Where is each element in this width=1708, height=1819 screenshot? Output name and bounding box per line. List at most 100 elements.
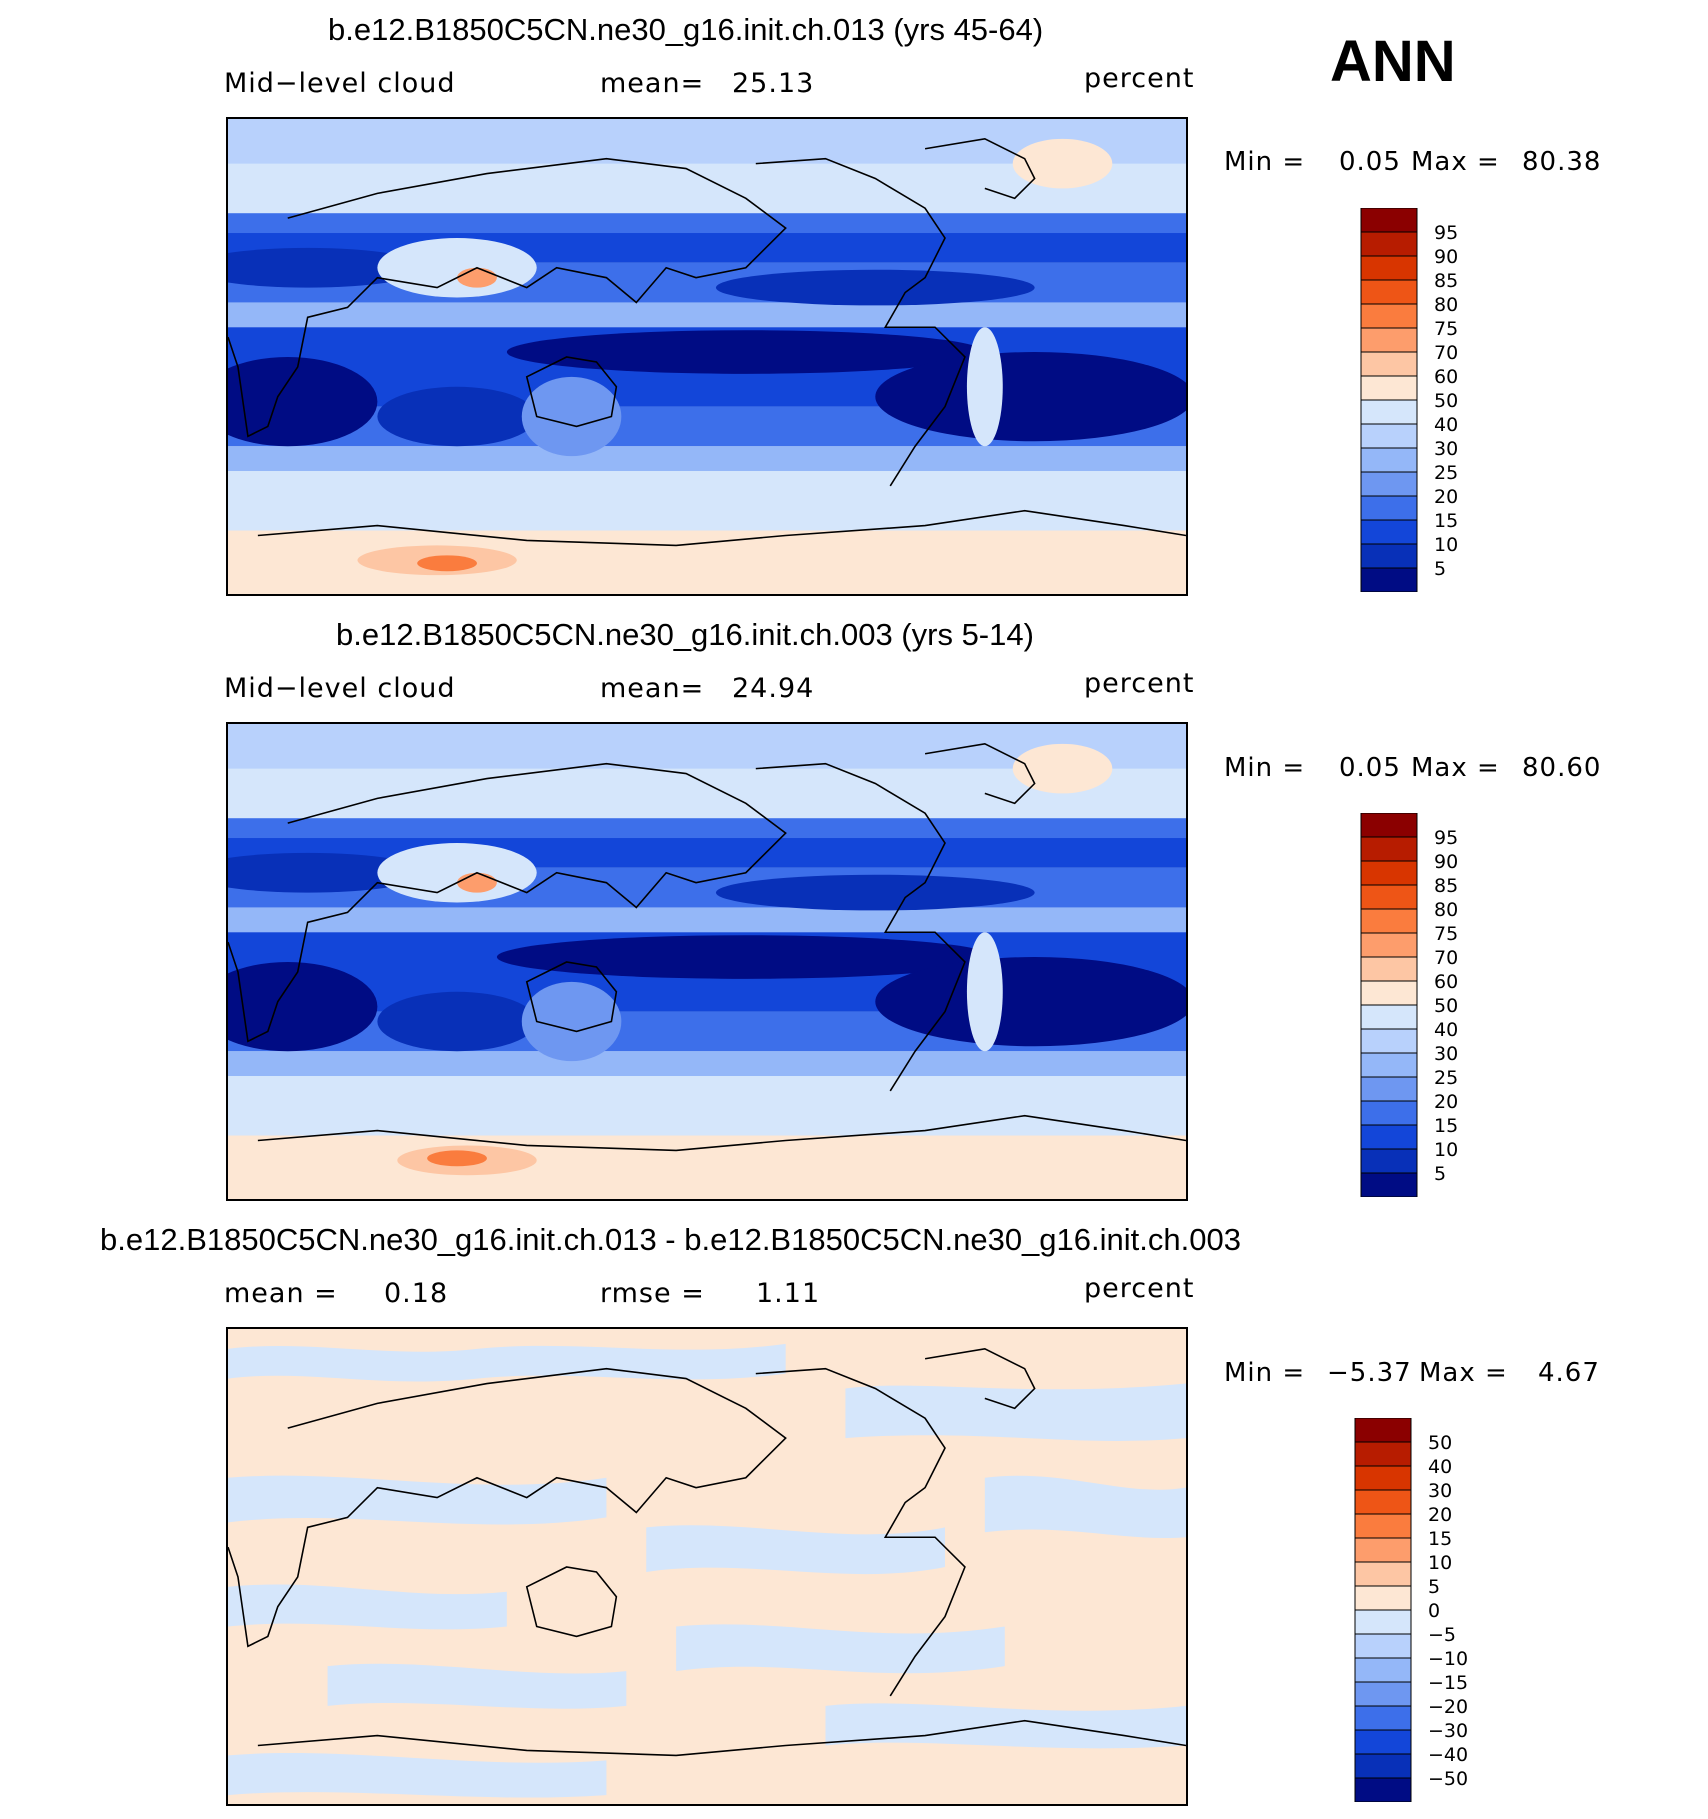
panel-2-colorbar-tick-label: 75 <box>1434 923 1458 945</box>
panel-1-colorbar-swatch <box>1360 543 1418 569</box>
panel-1-colorbar-tick-label: 80 <box>1434 294 1458 316</box>
panel-3-colorbar-swatch <box>1354 1561 1412 1587</box>
panel-3-colorbar-swatch <box>1354 1705 1412 1731</box>
panel-2-colorbar-swatch <box>1360 1004 1418 1030</box>
panel-1-colorbar-swatch <box>1360 231 1418 257</box>
panel-3-colorbar-tick-label: 15 <box>1428 1528 1452 1550</box>
panel-1-colorbar-tick-label: 75 <box>1434 318 1458 340</box>
panel-1-map-svg <box>228 119 1186 594</box>
panel-2-colorbar-tick-label: 70 <box>1434 947 1458 969</box>
panel-3-colorbar-swatch <box>1354 1537 1412 1563</box>
panel-1-colorbar-swatch <box>1360 447 1418 473</box>
panel-2-colorbar-swatch <box>1360 980 1418 1006</box>
panel-1-colorbar-tick-label: 40 <box>1434 414 1458 436</box>
panel-1-max-value: 80.38 <box>1522 147 1602 177</box>
panel-1-colorbar-tick-label: 85 <box>1434 270 1458 292</box>
panel-2-colorbar-tick-label: 25 <box>1434 1067 1458 1089</box>
panel-1-colorbar-swatch <box>1360 423 1418 449</box>
panel-1-colorbar-swatch <box>1360 351 1418 377</box>
panel-3-colorbar-swatch <box>1354 1513 1412 1539</box>
panel-1-colorbar-tick-label: 90 <box>1434 246 1458 268</box>
panel-3-colorbar-tick-label: 10 <box>1428 1552 1452 1574</box>
panel-2-colorbar-swatch <box>1360 908 1418 934</box>
panel-3-colorbar-swatch <box>1354 1681 1412 1707</box>
panel-3-colorbar-tick-label: −30 <box>1428 1720 1468 1742</box>
panel-3-title: b.e12.B1850C5CN.ne30_g16.init.ch.013 - b… <box>100 1222 1241 1257</box>
panel-3-colorbar-swatch <box>1354 1729 1412 1755</box>
panel-1-mean-label: mean= <box>600 68 705 99</box>
panel-2-colorbar-tick-label: 60 <box>1434 971 1458 993</box>
panel-3-max-value: 4.67 <box>1538 1358 1600 1388</box>
panel-2-colorbar-swatch <box>1360 1172 1418 1197</box>
panel-2-colorbar-swatch <box>1360 860 1418 886</box>
panel-2-colorbar-swatch <box>1360 813 1418 838</box>
panel-2-units: percent <box>1084 668 1195 699</box>
panel-2-colorbar-swatch <box>1360 1124 1418 1150</box>
panel-1-colorbar-swatch <box>1360 471 1418 497</box>
panel-3-colorbar-swatch <box>1354 1777 1412 1802</box>
panel-3-colorbar-tick-label: −10 <box>1428 1648 1468 1670</box>
panel-1-colorbar-swatch <box>1360 208 1418 233</box>
panel-3-colorbar-tick-label: 20 <box>1428 1504 1452 1526</box>
panel-2-colorbar-tick-label: 10 <box>1434 1139 1458 1161</box>
panel-2-colorbar-tick-label: 90 <box>1434 851 1458 873</box>
panel-3-max-label: Max = <box>1419 1358 1508 1388</box>
panel-1-min-value: 0.05 <box>1339 147 1401 177</box>
panel-3-colorbar-tick-label: 40 <box>1428 1456 1452 1478</box>
panel-2-map <box>226 722 1188 1201</box>
panel-3-map-svg <box>228 1329 1186 1804</box>
panel-1-title: b.e12.B1850C5CN.ne30_g16.init.ch.013 (yr… <box>328 12 1044 47</box>
panel-2-colorbar-tick-label: 15 <box>1434 1115 1458 1137</box>
panel-2-colorbar-swatch <box>1360 836 1418 862</box>
panel-2-colorbar-tick-label: 85 <box>1434 875 1458 897</box>
panel-2-colorbar: 95 90 85 80 75 70 60 50 40 30 25 20 15 10 5 <box>1360 813 1480 1197</box>
panel-2-max-label: Max = <box>1411 753 1500 783</box>
panel-3-colorbar-swatch <box>1354 1441 1412 1467</box>
panel-3-mean-value: 0.18 <box>384 1278 449 1309</box>
panel-1-colorbar-swatch <box>1360 279 1418 305</box>
panel-3-colorbar: 50 40 30 20 15 10 5 0 −5 −10 −15 −20 −30 −40 −50 <box>1354 1418 1484 1802</box>
panel-1-colorbar-swatch <box>1360 399 1418 425</box>
panel-1-map <box>226 117 1188 596</box>
panel-3-colorbar-swatch <box>1354 1418 1412 1443</box>
panel-1-variable-label: Mid−level cloud <box>224 68 456 99</box>
panel-2-colorbar-swatch <box>1360 1076 1418 1102</box>
panel-1-colorbar-swatch <box>1360 327 1418 353</box>
panel-1-colorbar: 95 90 85 80 75 70 60 50 40 30 25 20 15 10 5 <box>1360 208 1480 592</box>
panel-2-colorbar-tick-label: 50 <box>1434 995 1458 1017</box>
panel-2-colorbar-tick-label: 95 <box>1434 827 1458 849</box>
panel-2-max-value: 80.60 <box>1522 753 1602 783</box>
panel-2-colorbar-swatch <box>1360 1028 1418 1054</box>
panel-2-map-svg <box>228 724 1186 1199</box>
panel-3-mean-label: mean = <box>224 1278 338 1309</box>
panel-2-mean-value: 24.94 <box>732 673 815 704</box>
panel-3-rmse-value: 1.11 <box>756 1278 821 1309</box>
panel-1-colorbar-swatch <box>1360 567 1418 592</box>
panel-1-units: percent <box>1084 63 1195 94</box>
panel-1-colorbar-tick-label: 60 <box>1434 366 1458 388</box>
panel-2-colorbar-swatch <box>1360 884 1418 910</box>
panel-3-min-label: Min = <box>1224 1358 1306 1388</box>
panel-1-max-label: Max = <box>1411 147 1500 177</box>
panel-3-colorbar-swatch <box>1354 1753 1412 1779</box>
panel-3-colorbar-tick-label: −40 <box>1428 1744 1468 1766</box>
panel-3-colorbar-tick-label: −50 <box>1428 1768 1468 1790</box>
panel-2-colorbar-swatch <box>1360 932 1418 958</box>
panel-1-min-label: Min = <box>1224 147 1306 177</box>
panel-1-colorbar-swatch <box>1360 519 1418 545</box>
panel-3-colorbar-tick-label: −15 <box>1428 1672 1468 1694</box>
panel-3-colorbar-tick-label: 0 <box>1428 1600 1440 1622</box>
panel-2-variable-label: Mid−level cloud <box>224 673 456 704</box>
panel-2-colorbar-tick-label: 30 <box>1434 1043 1458 1065</box>
panel-1-colorbar-tick-label: 50 <box>1434 390 1458 412</box>
panel-3-rmse-label: rmse = <box>600 1278 705 1309</box>
panel-3-colorbar-tick-label: 50 <box>1428 1432 1452 1454</box>
panel-2-min-value: 0.05 <box>1339 753 1401 783</box>
panel-1-colorbar-swatch <box>1360 255 1418 281</box>
panel-2-colorbar-swatch <box>1360 1100 1418 1126</box>
panel-3-colorbar-tick-label: −20 <box>1428 1696 1468 1718</box>
panel-1-colorbar-swatch <box>1360 495 1418 521</box>
panel-3-colorbar-tick-label: 30 <box>1428 1480 1452 1502</box>
